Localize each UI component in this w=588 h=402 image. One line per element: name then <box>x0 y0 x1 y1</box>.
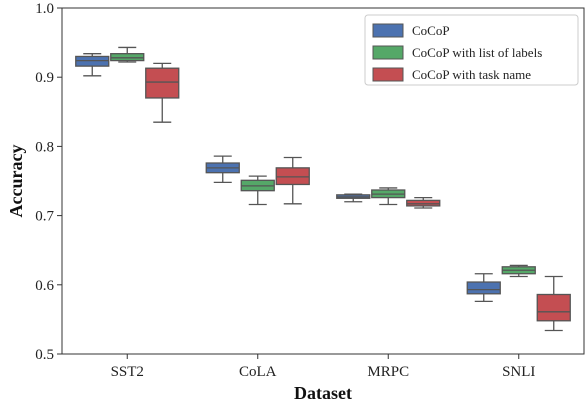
box-mrpc-series-2 <box>406 196 441 209</box>
legend-swatch-1 <box>372 45 404 60</box>
legend-label-1: CoCoP with list of labels <box>412 45 542 60</box>
box-body <box>145 67 180 99</box>
box-mrpc-series-0 <box>336 193 371 203</box>
legend-label-0: CoCoP <box>412 23 450 38</box>
y-axis: 0.5 0.6 0.7 0.8 0.9 1.0 <box>35 1 62 363</box>
y-tick-label: 0.9 <box>35 70 54 86</box>
box-series <box>75 46 571 332</box>
x-tick-label-mrpc: MRPC <box>367 364 409 380</box>
series-0 <box>75 53 501 303</box>
y-tick-label: 1.0 <box>35 1 54 17</box>
box-snli-series-1 <box>501 264 536 278</box>
y-tick-label: 0.7 <box>35 209 54 225</box>
box-sst2-series-1 <box>110 46 145 63</box>
y-tick-label: 0.8 <box>35 139 54 155</box>
box-sst2-series-0 <box>75 53 110 77</box>
box-body <box>406 199 441 207</box>
x-tick-label-sst2: SST2 <box>111 364 144 380</box>
box-snli-series-0 <box>466 273 501 303</box>
series-1 <box>110 46 536 278</box>
legend: CoCoP CoCoP with list of labels CoCoP with… <box>364 14 579 86</box>
x-tick-label-snli: SNLI <box>502 364 535 380</box>
box-body <box>536 293 571 322</box>
x-tick-label-cola: CoLA <box>239 364 277 380</box>
series-2 <box>145 62 571 332</box>
legend-swatch-0 <box>372 23 404 38</box>
box-cola-series-1 <box>240 175 275 206</box>
y-tick-label: 0.6 <box>35 278 54 294</box>
box-cola-series-2 <box>275 156 310 205</box>
box-body <box>110 53 145 62</box>
legend-label-2: CoCoP with task name <box>412 67 531 82</box>
x-axis-title: Dataset <box>294 383 352 402</box>
x-axis: SST2 CoLA MRPC SNLI <box>111 354 535 380</box>
box-cola-series-0 <box>205 155 240 184</box>
y-tick-label: 0.5 <box>35 347 54 363</box>
legend-box <box>364 14 579 86</box>
y-axis-title: Accuracy <box>6 145 26 218</box>
box-body <box>75 55 110 67</box>
legend-swatch-2 <box>372 67 404 82</box>
box-sst2-series-2 <box>145 62 180 123</box>
box-body <box>275 167 310 186</box>
plot-frame <box>61 7 585 355</box>
box-body <box>466 281 501 295</box>
box-mrpc-series-1 <box>371 187 406 206</box>
box-snli-series-2 <box>536 275 571 332</box>
